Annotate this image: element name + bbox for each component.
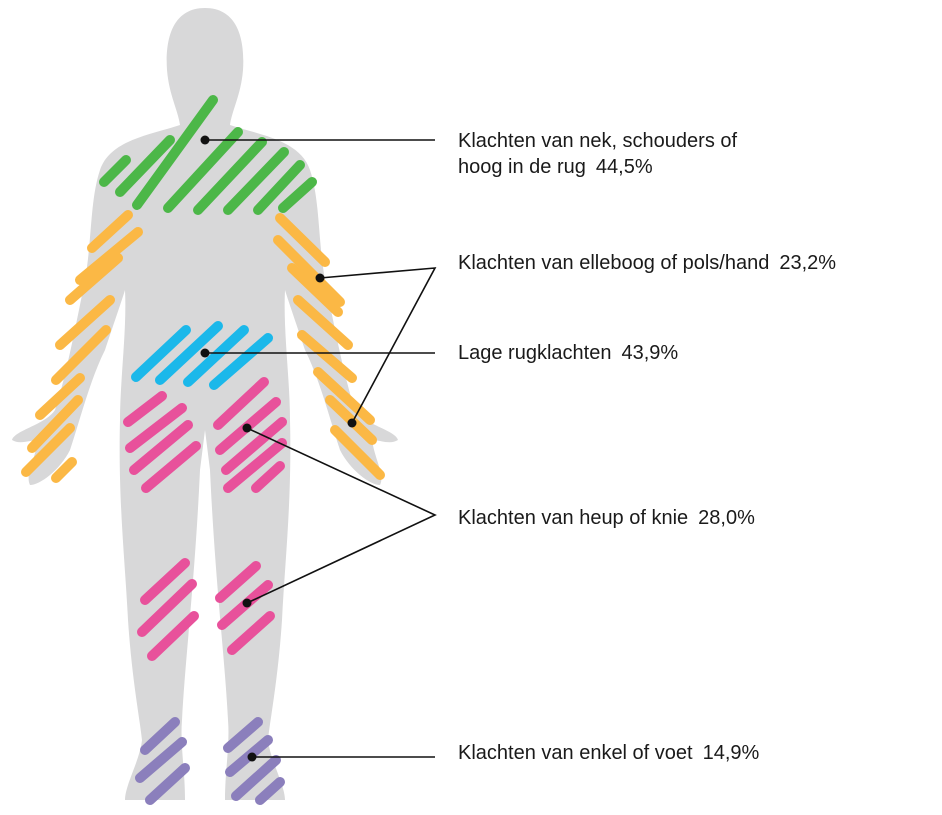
label-percentage: 44,5% [596, 156, 653, 178]
callout-label: Klachten van heup of knie 28,0% [458, 507, 755, 529]
label-line: Klachten van heup of knie [458, 507, 688, 529]
label-line: Klachten van elleboog of pols/hand [458, 252, 769, 274]
stripes [21, 95, 385, 805]
label-percentage: 43,9% [621, 342, 678, 364]
body-silhouette [12, 8, 398, 800]
callout-label: Lage rugklachten 43,9% [458, 342, 678, 364]
label-percentage: 14,9% [703, 742, 760, 764]
callout-label: Klachten van nek, schouders of hoog in de… [458, 130, 738, 178]
label-line: Klachten van nek, schouders of [458, 130, 738, 152]
callout-label: Klachten van enkel of voet 14,9% [458, 742, 760, 764]
label-line: hoog in de rug [458, 156, 586, 178]
leader-lines [200, 135, 437, 762]
label-line: Klachten van enkel of voet [458, 742, 693, 764]
callout-label: Klachten van elleboog of pols/hand 23,2% [458, 252, 836, 274]
label-line: Lage rugklachten [458, 342, 611, 364]
label-percentage: 23,2% [779, 252, 836, 274]
label-percentage: 28,0% [698, 507, 755, 529]
